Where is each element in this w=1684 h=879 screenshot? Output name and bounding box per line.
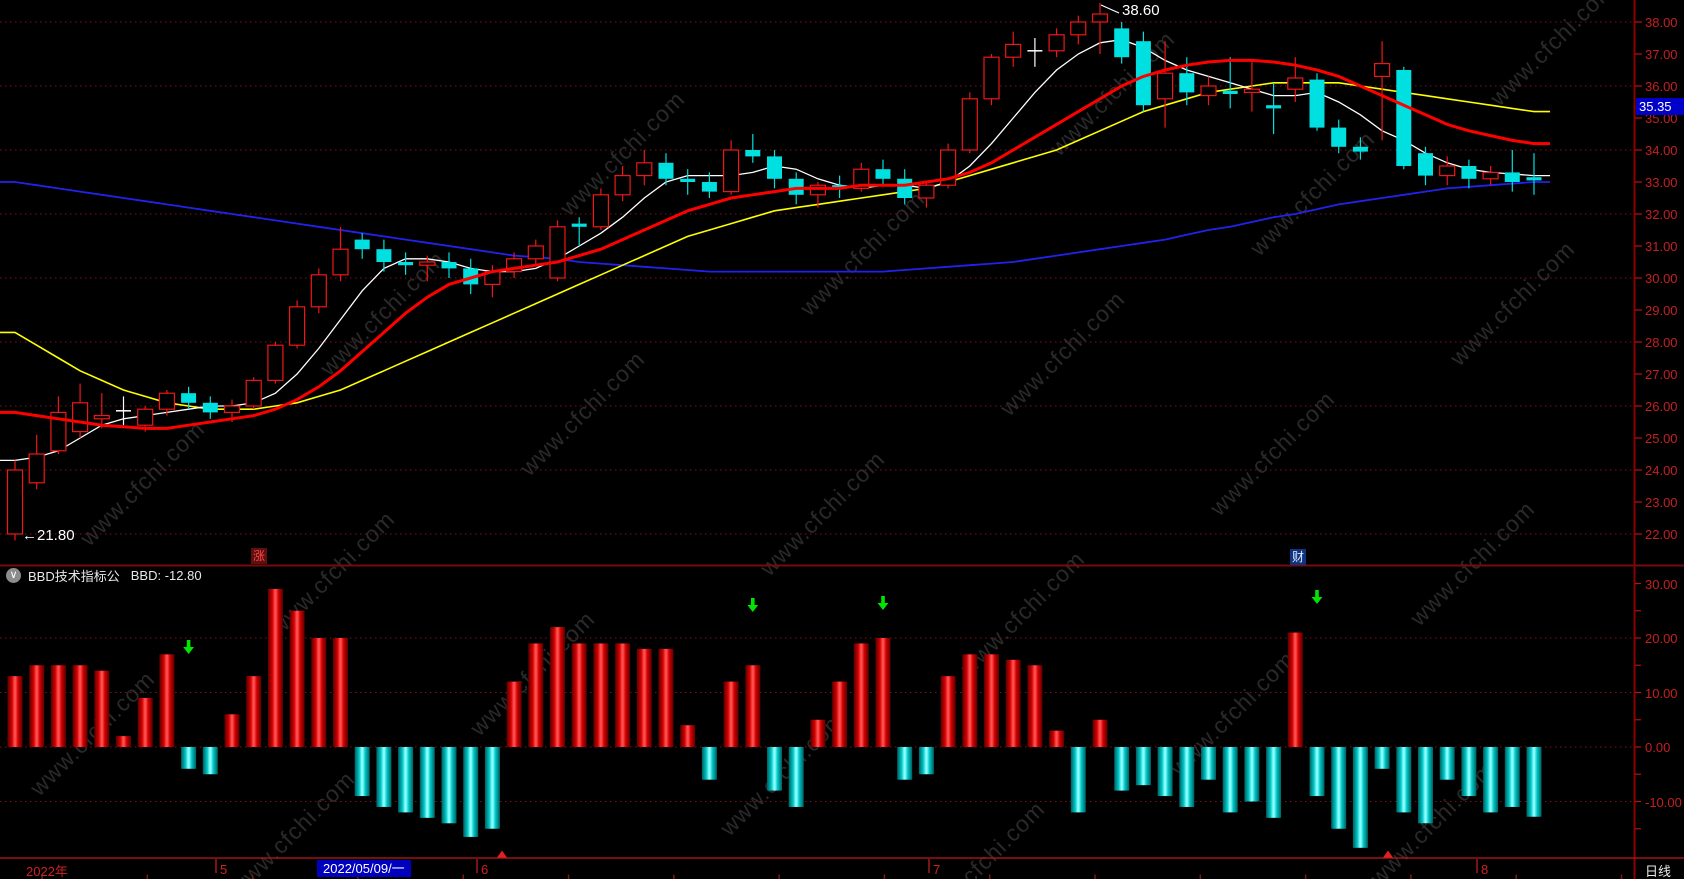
high-annotation-line <box>1100 4 1120 14</box>
last-price-badge: 35.35 <box>1636 98 1684 115</box>
timeline-marker-triangle <box>497 850 507 858</box>
arrow-left-icon: ← <box>22 527 37 544</box>
selected-date-box[interactable]: 2022/05/09/一 <box>317 860 411 877</box>
bbd-indicator-title: BBD技术指标公 <box>28 569 120 584</box>
news-event-marker[interactable]: 财 <box>1290 549 1306 565</box>
ma-long <box>0 181 1550 273</box>
green-down-arrow-icon <box>183 640 195 654</box>
axis-ticks <box>41 21 1642 879</box>
rise-event-marker[interactable]: 涨 <box>251 548 267 564</box>
timeline-bar: 2022年 2022/05/09/一 日线 <box>0 859 1684 879</box>
low-price-annotation: ←21.80 <box>22 527 75 544</box>
chevron-down-icon[interactable]: ∨ <box>6 568 21 583</box>
bbd-indicator-value: BBD: -12.80 <box>130 568 202 583</box>
timeline-marker-triangle <box>1383 850 1393 858</box>
candles <box>6 2 1542 541</box>
ma-mid <box>0 58 1550 430</box>
selected-date-text: 2022/05/09/一 <box>323 861 405 876</box>
bbd-signal-arrows <box>183 590 1323 654</box>
low-price-text: 21.80 <box>37 527 75 544</box>
bbd-indicator-header: ∨ BBD技术指标公 BBD: -12.80 <box>6 567 202 584</box>
gridlines <box>0 21 1635 802</box>
ma-slow <box>0 82 1550 411</box>
period-label[interactable]: 日线 <box>1645 864 1672 879</box>
green-down-arrow-icon <box>747 598 759 612</box>
last-price-value: 35.35 <box>1639 99 1672 114</box>
timeline-year-label: 2022年 <box>26 864 68 879</box>
high-price-text: 38.60 <box>1122 2 1160 19</box>
green-down-arrow-icon <box>877 596 889 610</box>
green-down-arrow-icon <box>1311 590 1323 604</box>
high-price-annotation: 38.60 <box>1122 2 1160 19</box>
bbd-bars <box>7 588 1542 848</box>
